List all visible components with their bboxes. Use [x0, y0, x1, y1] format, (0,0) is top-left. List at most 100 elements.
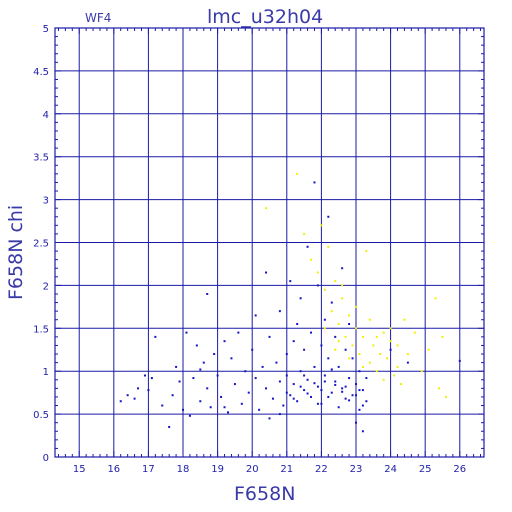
data-point: [351, 357, 354, 360]
data-point: [379, 353, 382, 356]
data-point: [337, 340, 340, 343]
data-point: [323, 380, 326, 383]
data-point: [320, 344, 323, 347]
data-point: [254, 377, 257, 380]
x-tick-label: 15: [73, 464, 86, 475]
data-point: [126, 394, 129, 397]
data-point: [285, 374, 288, 377]
data-point: [413, 331, 416, 334]
data-point: [361, 365, 364, 368]
data-point: [348, 314, 351, 317]
data-point: [223, 406, 226, 409]
data-point: [150, 377, 153, 380]
data-points: [119, 172, 461, 433]
data-point: [341, 297, 344, 300]
data-point: [265, 271, 268, 274]
tick-marks: [55, 27, 484, 458]
x-tick-label: 23: [350, 464, 363, 475]
data-point: [354, 421, 357, 424]
data-point: [275, 361, 278, 364]
y-tick-label: 4.5: [33, 67, 49, 78]
x-axis-label: F658N: [234, 483, 295, 505]
data-point: [251, 348, 254, 351]
data-point: [341, 284, 344, 287]
data-point: [382, 331, 385, 334]
data-point: [261, 365, 264, 368]
data-point: [420, 370, 423, 373]
data-point: [199, 368, 202, 371]
data-point: [354, 383, 357, 386]
data-point: [334, 380, 337, 383]
data-point: [358, 389, 361, 392]
data-point: [285, 391, 288, 394]
data-point: [303, 389, 306, 392]
data-point: [292, 397, 295, 400]
data-point: [282, 404, 285, 407]
data-point: [323, 327, 326, 330]
data-point: [337, 323, 340, 326]
data-point: [348, 357, 351, 360]
data-point: [278, 310, 281, 313]
data-point: [278, 413, 281, 416]
x-tick-label: 26: [453, 464, 466, 475]
data-point: [244, 370, 247, 373]
data-point: [393, 374, 396, 377]
data-point: [299, 297, 302, 300]
data-point: [303, 374, 306, 377]
data-point: [202, 361, 205, 364]
data-point: [316, 385, 319, 388]
data-point: [119, 400, 122, 403]
data-point: [178, 380, 181, 383]
data-point: [296, 172, 299, 175]
data-point: [323, 374, 326, 377]
data-point: [265, 387, 268, 390]
data-point: [154, 335, 157, 338]
data-point: [306, 378, 309, 381]
data-point: [254, 314, 257, 317]
data-point: [406, 361, 409, 364]
data-point: [240, 402, 243, 405]
data-point: [268, 335, 271, 338]
data-point: [161, 404, 164, 407]
data-point: [299, 385, 302, 388]
data-point: [323, 288, 326, 291]
x-tick-label: 21: [280, 464, 293, 475]
y-tick-label: 2: [43, 281, 49, 292]
data-point: [268, 417, 271, 420]
data-point: [444, 395, 447, 398]
data-point: [168, 425, 171, 428]
data-point: [389, 340, 392, 343]
data-point: [299, 370, 302, 373]
data-point: [341, 387, 344, 390]
data-point: [434, 297, 437, 300]
x-tick-label: 22: [315, 464, 328, 475]
x-tick-label: 19: [211, 464, 224, 475]
data-point: [313, 181, 316, 184]
data-point: [348, 399, 351, 402]
x-tick-label: 24: [384, 464, 397, 475]
chart-subtitle: WF4: [85, 11, 111, 25]
data-point: [147, 389, 150, 392]
data-point: [237, 331, 240, 334]
y-tick-label: 1: [43, 367, 49, 378]
data-point: [195, 344, 198, 347]
data-point: [334, 383, 337, 386]
data-point: [327, 357, 330, 360]
y-tick-label: 0: [43, 453, 49, 464]
data-point: [337, 406, 340, 409]
data-point: [258, 408, 261, 411]
data-point: [375, 370, 378, 373]
data-point: [216, 374, 219, 377]
data-point: [310, 331, 313, 334]
data-point: [296, 323, 299, 326]
y-tick-label: 0.5: [33, 410, 49, 421]
data-point: [296, 400, 299, 403]
data-point: [361, 389, 364, 392]
data-point: [372, 344, 375, 347]
x-tick-label: 18: [177, 464, 190, 475]
data-point: [230, 357, 233, 360]
data-point: [327, 395, 330, 398]
data-point: [199, 400, 202, 403]
x-tick-label: 16: [107, 464, 120, 475]
